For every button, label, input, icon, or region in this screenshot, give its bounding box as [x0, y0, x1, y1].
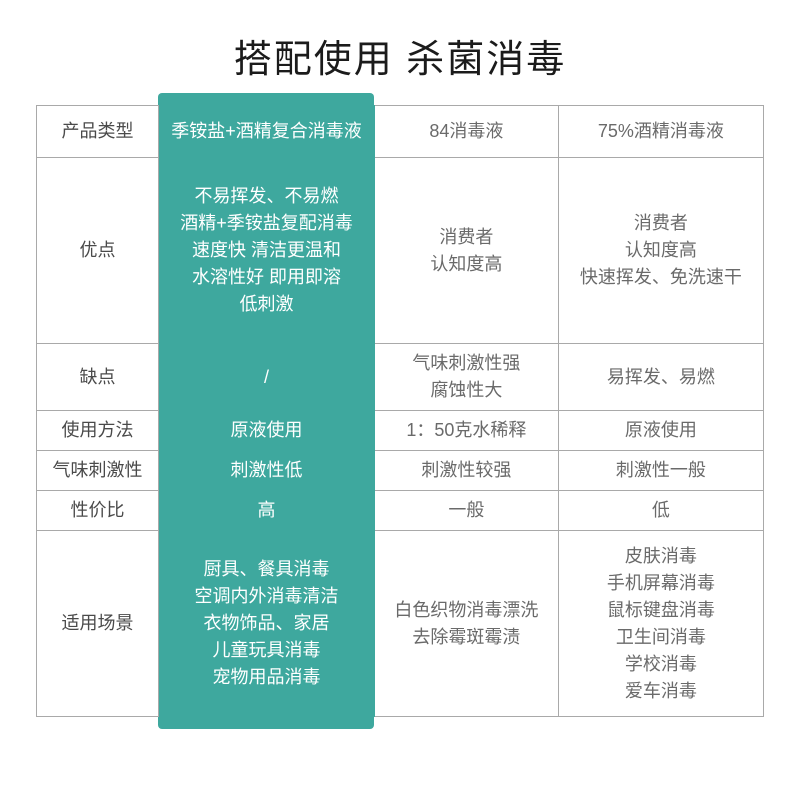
featured-advantages: 不易挥发、不易燃 酒精+季铵盐复配消毒 速度快 清洁更温和 水溶性好 即用即溶 … — [159, 158, 375, 344]
header-75: 75%酒精消毒液 — [558, 106, 763, 158]
comparison-table: 产品类型 季铵盐+酒精复合消毒液 84消毒液 75%酒精消毒液 优点 不易挥发、… — [36, 105, 764, 717]
row-advantages: 优点 不易挥发、不易燃 酒精+季铵盐复配消毒 速度快 清洁更温和 水溶性好 即用… — [37, 158, 764, 344]
label-advantages: 优点 — [37, 158, 159, 344]
row-scene: 适用场景 厨具、餐具消毒 空调内外消毒清洁 衣物饰品、家居 儿童玩具消毒 宠物用… — [37, 531, 764, 717]
row-irritation: 气味刺激性 刺激性低 刺激性较强 刺激性一般 — [37, 451, 764, 491]
c75-disadvantages: 易挥发、易燃 — [558, 344, 763, 411]
row-disadvantages: 缺点 / 气味刺激性强 腐蚀性大 易挥发、易燃 — [37, 344, 764, 411]
c84-method: 1：50克水稀释 — [375, 411, 559, 451]
c84-advantages: 消费者 认知度高 — [375, 158, 559, 344]
featured-scene: 厨具、餐具消毒 空调内外消毒清洁 衣物饰品、家居 儿童玩具消毒 宠物用品消毒 — [159, 531, 375, 717]
featured-disadvantages: / — [159, 344, 375, 411]
c84-irritation: 刺激性较强 — [375, 451, 559, 491]
c84-disadvantages: 气味刺激性强 腐蚀性大 — [375, 344, 559, 411]
header-84: 84消毒液 — [375, 106, 559, 158]
comparison-table-wrapper: 产品类型 季铵盐+酒精复合消毒液 84消毒液 75%酒精消毒液 优点 不易挥发、… — [0, 105, 800, 717]
featured-irritation: 刺激性低 — [159, 451, 375, 491]
c75-value: 低 — [558, 491, 763, 531]
featured-method: 原液使用 — [159, 411, 375, 451]
header-product-type: 产品类型 — [37, 106, 159, 158]
featured-value: 高 — [159, 491, 375, 531]
label-disadvantages: 缺点 — [37, 344, 159, 411]
highlight-cap-bottom — [158, 716, 374, 729]
c84-scene: 白色织物消毒漂洗 去除霉斑霉渍 — [375, 531, 559, 717]
c84-value: 一般 — [375, 491, 559, 531]
c75-irritation: 刺激性一般 — [558, 451, 763, 491]
c75-scene: 皮肤消毒 手机屏幕消毒 鼠标键盘消毒 卫生间消毒 学校消毒 爱车消毒 — [558, 531, 763, 717]
table-header-row: 产品类型 季铵盐+酒精复合消毒液 84消毒液 75%酒精消毒液 — [37, 106, 764, 158]
page-title: 搭配使用 杀菌消毒 — [0, 0, 800, 105]
label-scene: 适用场景 — [37, 531, 159, 717]
row-method: 使用方法 原液使用 1：50克水稀释 原液使用 — [37, 411, 764, 451]
header-featured: 季铵盐+酒精复合消毒液 — [159, 106, 375, 158]
c75-advantages: 消费者 认知度高 快速挥发、免洗速干 — [558, 158, 763, 344]
label-irritation: 气味刺激性 — [37, 451, 159, 491]
c75-method: 原液使用 — [558, 411, 763, 451]
label-value: 性价比 — [37, 491, 159, 531]
label-method: 使用方法 — [37, 411, 159, 451]
row-value: 性价比 高 一般 低 — [37, 491, 764, 531]
